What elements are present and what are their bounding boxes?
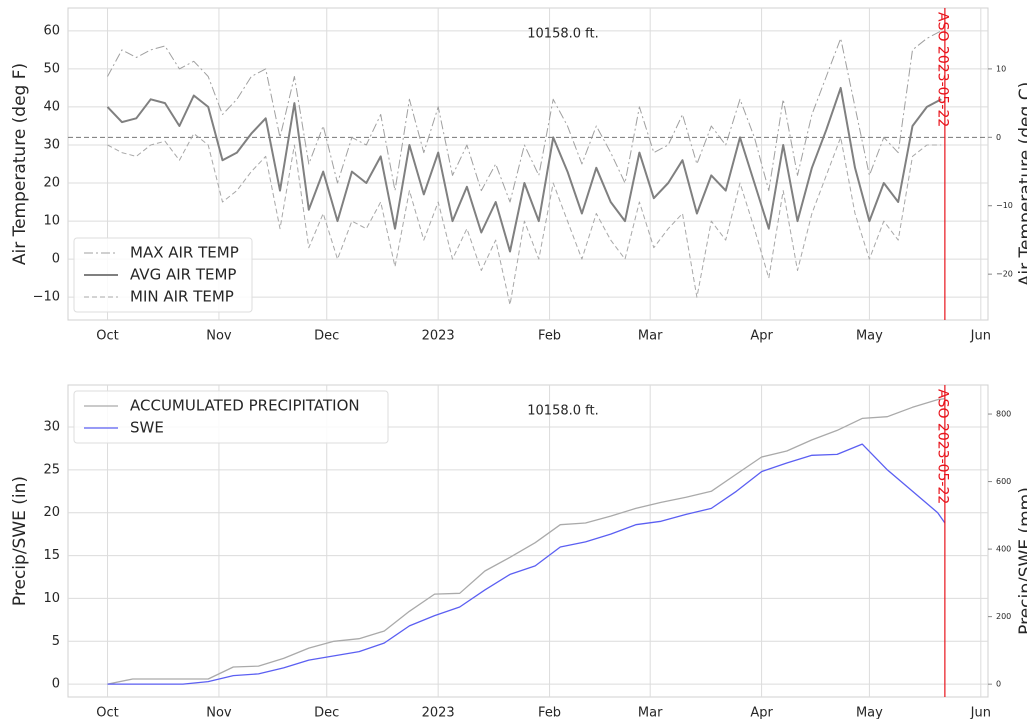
series-line	[107, 133, 942, 306]
x-tick-label: Nov	[206, 329, 232, 344]
legend-label: MIN AIR TEMP	[130, 288, 234, 306]
series-line	[107, 398, 945, 685]
series-line	[106, 86, 942, 253]
x-tick-label: Feb	[538, 706, 561, 719]
x-tick-label: Oct	[96, 329, 118, 344]
y2-tick-label: 200	[996, 612, 1011, 621]
x-tick-label: Mar	[638, 329, 663, 344]
y2-tick-label: 10	[996, 64, 1006, 73]
y-tick-label: 40	[43, 99, 60, 114]
x-tick-label: May	[856, 706, 883, 719]
series-line	[107, 30, 942, 203]
y-tick-label: 15	[43, 548, 60, 563]
y2-tick-label: −20	[996, 270, 1013, 279]
y-tick-label: 30	[43, 137, 60, 152]
x-tick-label: Nov	[206, 706, 232, 719]
y2-tick-label: 600	[996, 477, 1011, 486]
legend-label: ACCUMULATED PRECIPITATION	[130, 397, 360, 415]
y-tick-label: 10	[43, 214, 60, 229]
x-tick-label: 2023	[422, 329, 455, 344]
y-axis-label: Precip/SWE (in)	[10, 476, 30, 606]
y2-tick-label: −10	[996, 201, 1013, 210]
y-tick-label: 60	[43, 23, 60, 38]
y-tick-label: 30	[43, 420, 60, 435]
y2-tick-label: 0	[996, 680, 1001, 689]
legend-box	[73, 237, 253, 313]
y-tick-label: 0	[52, 677, 60, 692]
chart-title: 10158.0 ft.	[527, 404, 598, 419]
y2-axis-label: Precip/SWE (mm)	[1016, 487, 1027, 635]
annotation-text: ASO 2023-05-22	[934, 389, 950, 504]
x-tick-label: Feb	[538, 329, 561, 344]
y-tick-label: 50	[43, 61, 60, 76]
x-tick-label: Oct	[96, 706, 118, 719]
y2-tick-label: 0	[996, 133, 1001, 142]
x-tick-label: Apr	[750, 329, 773, 344]
legend-label: MAX AIR TEMP	[130, 244, 239, 262]
y-tick-label: 20	[43, 176, 60, 191]
y-tick-label: 10	[43, 591, 60, 606]
y2-axis-label: Air Temperature (deg C)	[1016, 82, 1027, 286]
x-tick-label: Jun	[970, 706, 991, 719]
x-tick-label: Jun	[970, 329, 991, 344]
series-line	[107, 443, 946, 685]
legend-box	[73, 390, 389, 444]
x-tick-label: 2023	[422, 706, 455, 719]
x-tick-label: Dec	[314, 706, 339, 719]
x-tick-label: Dec	[314, 329, 339, 344]
x-tick-label: Apr	[750, 706, 773, 719]
y2-tick-label: 800	[996, 410, 1011, 419]
y2-tick-label: 400	[996, 545, 1011, 554]
y-tick-label: 25	[43, 462, 60, 477]
y-tick-label: 0	[52, 252, 60, 267]
y-tick-label: 5	[52, 634, 60, 649]
x-tick-label: May	[856, 329, 883, 344]
legend-label: SWE	[130, 419, 164, 437]
y-tick-label: −10	[33, 290, 60, 305]
y-tick-label: 20	[43, 505, 60, 520]
y-axis-label: Air Temperature (deg F)	[10, 63, 30, 265]
x-tick-label: Mar	[638, 706, 663, 719]
legend-label: AVG AIR TEMP	[130, 266, 236, 284]
annotation-text: ASO 2023-05-22	[934, 12, 950, 127]
chart-title: 10158.0 ft.	[527, 27, 598, 42]
